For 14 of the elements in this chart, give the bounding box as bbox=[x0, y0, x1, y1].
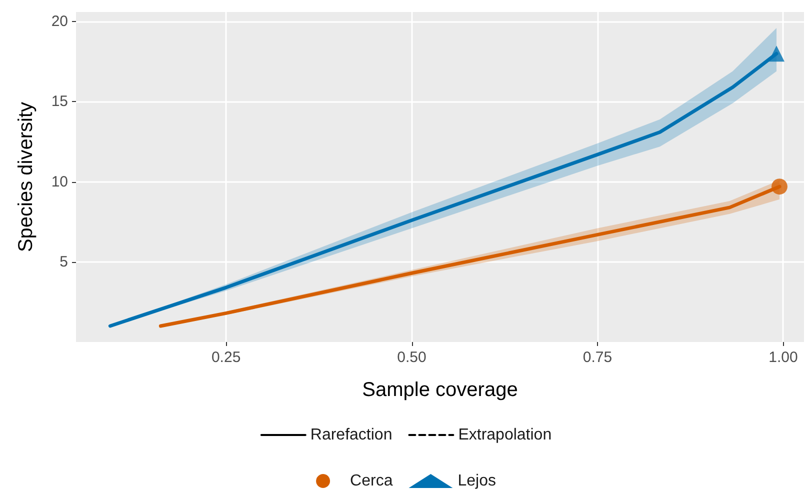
x-tick-label: 0.25 bbox=[211, 349, 241, 366]
x-tick-label: 0.75 bbox=[582, 349, 612, 366]
x-axis-title: Sample coverage bbox=[362, 379, 518, 401]
x-tick-label: 0.50 bbox=[397, 349, 426, 366]
legend-label: Lejos bbox=[458, 472, 496, 490]
y-tick-label: 20 bbox=[51, 13, 68, 30]
legend-label: Cerca bbox=[350, 472, 393, 490]
y-tick-label: 10 bbox=[51, 173, 68, 190]
x-tick-label: 1.00 bbox=[768, 349, 798, 366]
legend-label: Rarefaction bbox=[310, 426, 392, 444]
legend-label: Extrapolation bbox=[458, 426, 552, 444]
y-tick-label: 15 bbox=[51, 93, 68, 110]
y-tick-label: 5 bbox=[60, 253, 68, 270]
y-axis-title: Species diversity bbox=[15, 102, 37, 252]
